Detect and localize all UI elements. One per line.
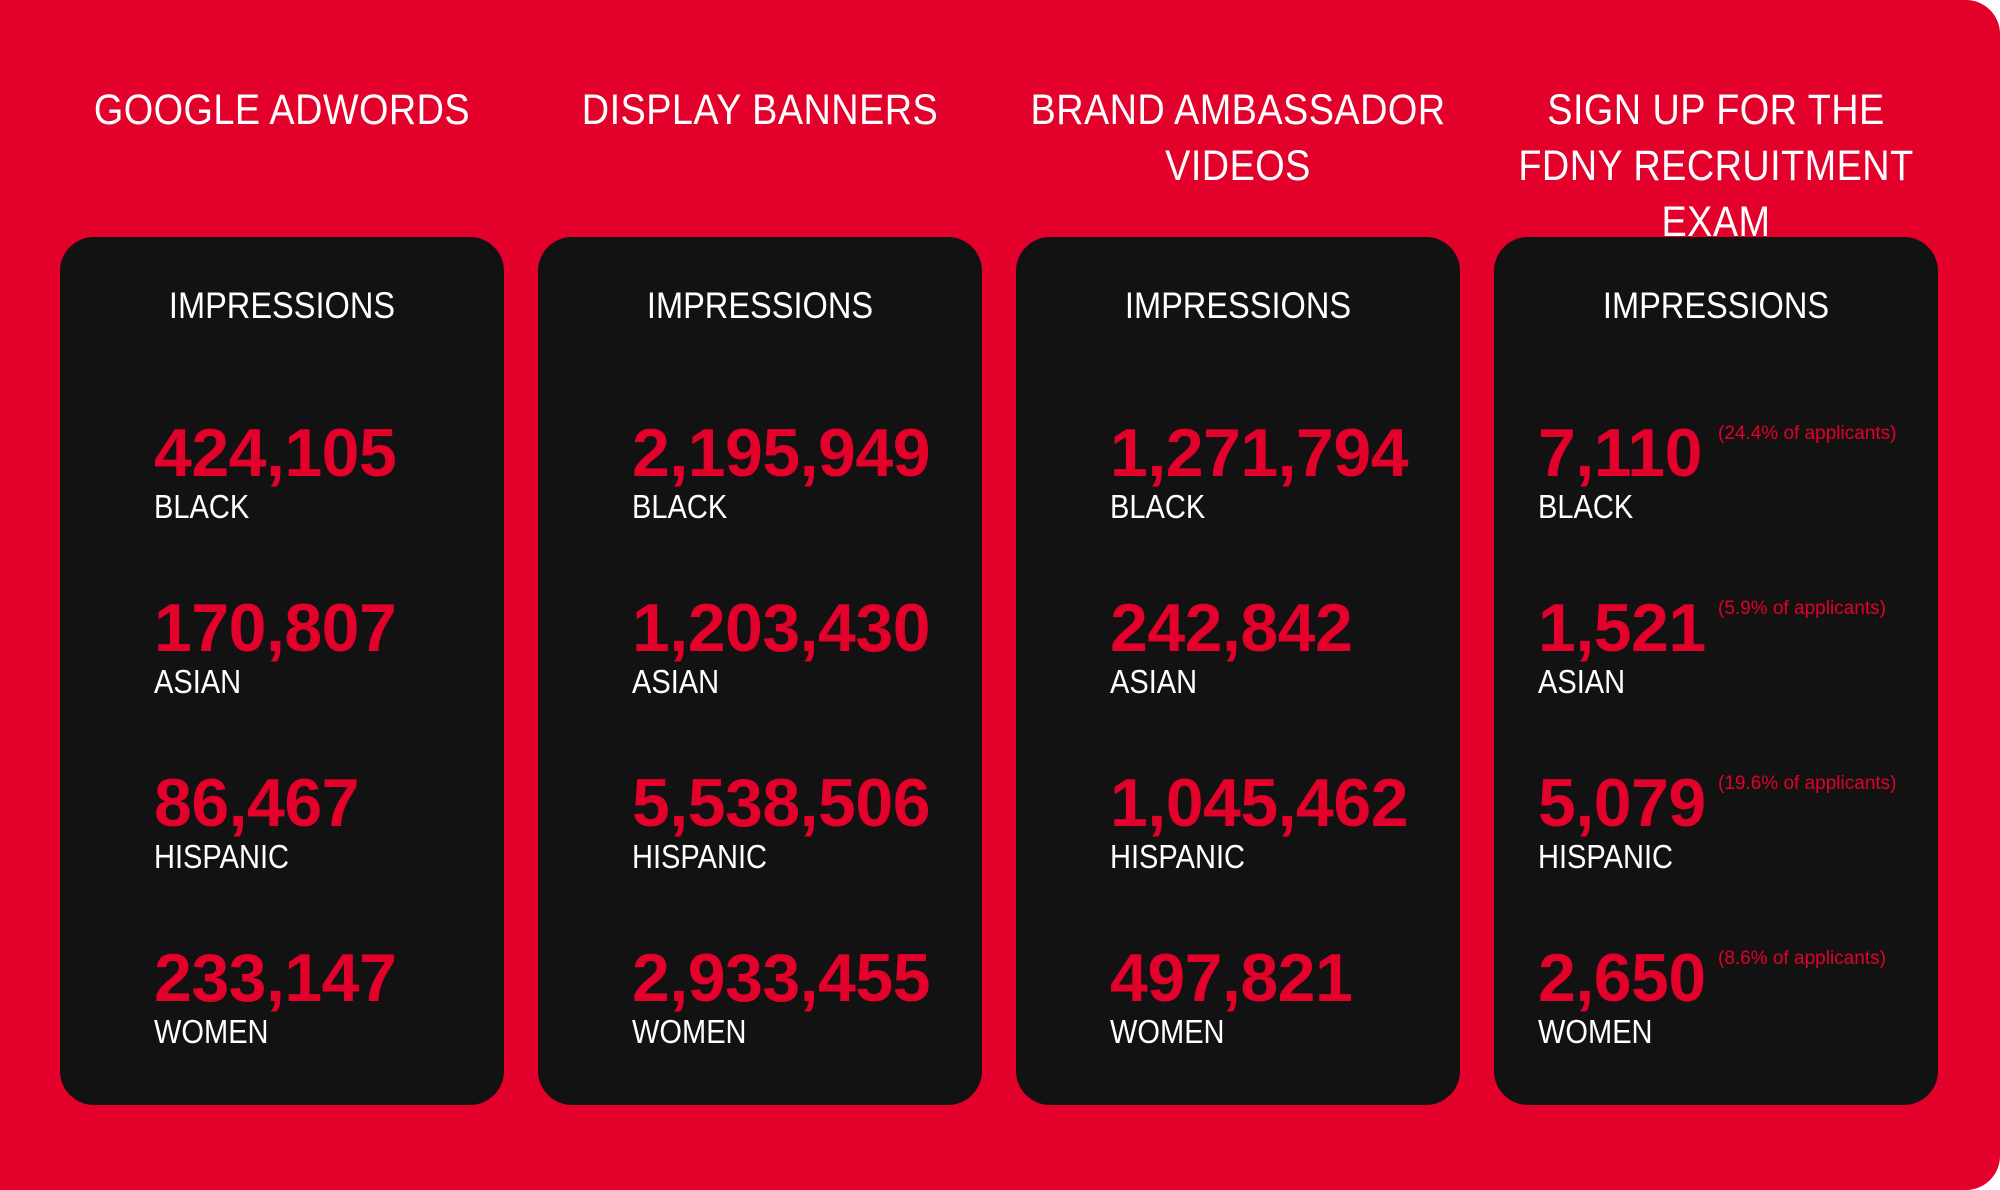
stat-women: 233,147 WOMEN xyxy=(154,940,494,1052)
stat-label: HISPANIC xyxy=(632,838,768,875)
stat-label: HISPANIC xyxy=(1110,838,1246,875)
stat-women: 497,821 WOMEN xyxy=(1110,940,1450,1052)
column-title: SIGN UP FOR THE FDNY RECRUITMENT EXAM xyxy=(1518,86,1914,246)
stat-value: 1,045,462 xyxy=(1110,765,1409,841)
card-heading: IMPRESSIONS xyxy=(1124,285,1352,326)
stat-hispanic: 5,538,506 HISPANIC xyxy=(632,765,972,877)
stat-value: 170,807 xyxy=(154,590,397,666)
stat-note: (8.6% of applicants) xyxy=(1718,948,1886,969)
column-google-adwords: GOOGLE ADWORDS IMPRESSIONS 424,105 BLACK… xyxy=(60,0,504,1190)
stat-hispanic: 1,045,462 HISPANIC xyxy=(1110,765,1450,877)
stat-value: 5,538,506 xyxy=(632,765,931,841)
stat-asian: 1,203,430 ASIAN xyxy=(632,590,972,702)
stat-value: 5,079 xyxy=(1538,765,1706,841)
card-heading: IMPRESSIONS xyxy=(646,285,874,326)
stat-value: 233,147 xyxy=(154,940,397,1016)
stat-label: ASIAN xyxy=(154,663,242,700)
stat-asian: 1,521 (5.9% of applicants) ASIAN xyxy=(1538,590,1886,702)
stat-black: 2,195,949 BLACK xyxy=(632,415,972,527)
column-title: GOOGLE ADWORDS xyxy=(93,86,471,134)
stat-black: 7,110 (24.4% of applicants) BLACK xyxy=(1538,415,1897,527)
column-title: DISPLAY BANNERS xyxy=(581,86,939,134)
stat-label: ASIAN xyxy=(1110,663,1198,700)
stat-label: HISPANIC xyxy=(154,838,290,875)
stat-label: HISPANIC xyxy=(1538,838,1674,875)
stat-label: BLACK xyxy=(154,488,250,525)
stat-value: 1,521 xyxy=(1538,590,1706,666)
stat-asian: 242,842 ASIAN xyxy=(1110,590,1450,702)
stat-value: 2,195,949 xyxy=(632,415,931,491)
stat-women: 2,650 (8.6% of applicants) WOMEN xyxy=(1538,940,1886,1052)
stat-label: ASIAN xyxy=(1538,663,1626,700)
column-display-banners: DISPLAY BANNERS IMPRESSIONS 2,195,949 BL… xyxy=(538,0,982,1190)
stat-value: 2,650 xyxy=(1538,940,1706,1016)
stat-black: 1,271,794 BLACK xyxy=(1110,415,1450,527)
stat-note: (24.4% of applicants) xyxy=(1718,423,1897,444)
stat-black: 424,105 BLACK xyxy=(154,415,494,527)
card-heading: IMPRESSIONS xyxy=(168,285,396,326)
stat-note: (19.6% of applicants) xyxy=(1718,773,1897,794)
stat-value: 86,467 xyxy=(154,765,359,841)
stat-value: 242,842 xyxy=(1110,590,1353,666)
stat-women: 2,933,455 WOMEN xyxy=(632,940,972,1052)
stat-note: (5.9% of applicants) xyxy=(1718,598,1886,619)
stat-value: 424,105 xyxy=(154,415,397,491)
stat-label: BLACK xyxy=(1538,488,1634,525)
stat-value: 1,271,794 xyxy=(1110,415,1409,491)
stats-card xyxy=(1494,237,1938,1105)
stats-card xyxy=(538,237,982,1105)
stat-asian: 170,807 ASIAN xyxy=(154,590,494,702)
column-title: BRAND AMBASSADOR VIDEOS xyxy=(1030,86,1446,190)
column-brand-ambassador-videos: BRAND AMBASSADOR VIDEOS IMPRESSIONS 1,27… xyxy=(1016,0,1460,1190)
stat-label: WOMEN xyxy=(154,1013,269,1050)
stat-hispanic: 5,079 (19.6% of applicants) HISPANIC xyxy=(1538,765,1897,877)
stat-value: 1,203,430 xyxy=(632,590,931,666)
stat-label: BLACK xyxy=(632,488,728,525)
stat-hispanic: 86,467 HISPANIC xyxy=(154,765,494,877)
stat-value: 2,933,455 xyxy=(632,940,931,1016)
stat-value: 497,821 xyxy=(1110,940,1353,1016)
stat-label: ASIAN xyxy=(632,663,720,700)
stats-card xyxy=(60,237,504,1105)
card-heading: IMPRESSIONS xyxy=(1602,285,1830,326)
column-fdny-recruitment-exam: SIGN UP FOR THE FDNY RECRUITMENT EXAM IM… xyxy=(1494,0,1938,1190)
stat-label: WOMEN xyxy=(1538,1013,1653,1050)
stats-card xyxy=(1016,237,1460,1105)
stat-label: WOMEN xyxy=(632,1013,747,1050)
stat-value: 7,110 xyxy=(1538,415,1702,491)
stat-label: WOMEN xyxy=(1110,1013,1225,1050)
stat-label: BLACK xyxy=(1110,488,1206,525)
